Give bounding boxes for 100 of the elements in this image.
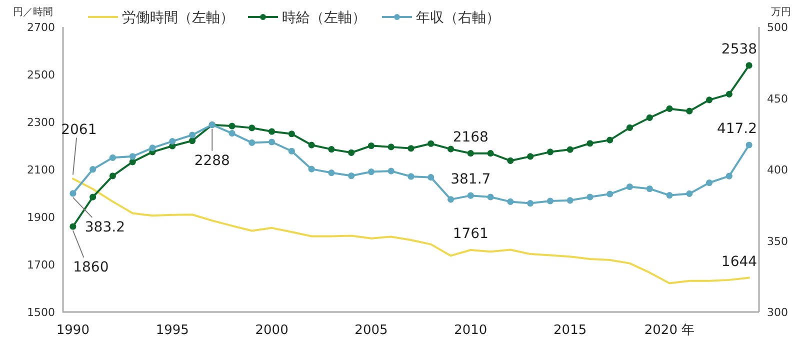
data-label: 1860 bbox=[73, 260, 109, 276]
point bbox=[686, 190, 693, 198]
point bbox=[188, 137, 196, 144]
point bbox=[467, 150, 474, 157]
point bbox=[308, 142, 315, 148]
point bbox=[586, 194, 594, 200]
point bbox=[90, 194, 96, 200]
point bbox=[726, 172, 732, 180]
data-label: 417.2 bbox=[716, 120, 758, 137]
y-tick-label: 1900 bbox=[27, 211, 55, 224]
point bbox=[228, 130, 236, 137]
legend-label: 年収（右軸） bbox=[416, 10, 500, 26]
y-tick-label: 1700 bbox=[27, 258, 55, 272]
y2-tick-label: 500 bbox=[767, 21, 788, 34]
point bbox=[248, 124, 256, 132]
data-label: 2061 bbox=[61, 122, 97, 138]
point bbox=[149, 144, 156, 152]
point bbox=[90, 166, 96, 173]
point bbox=[447, 146, 454, 152]
point bbox=[606, 190, 614, 198]
x-tick-label: 2015 bbox=[554, 323, 587, 338]
legend-label: 時給（左軸） bbox=[282, 10, 366, 26]
point bbox=[408, 145, 414, 152]
point bbox=[726, 90, 732, 98]
data-label: 2288 bbox=[194, 152, 230, 169]
y-axis-title: 円／時間 bbox=[13, 6, 53, 18]
x-tick-label: 1990 bbox=[56, 323, 90, 338]
point bbox=[487, 150, 494, 157]
point bbox=[388, 144, 394, 150]
point bbox=[746, 62, 752, 69]
data-label: 1644 bbox=[721, 254, 758, 270]
point bbox=[129, 153, 136, 160]
y2-tick-label: 450 bbox=[767, 92, 788, 106]
y-tick-label: 2500 bbox=[27, 68, 55, 82]
legend-label: 労働時間（左軸） bbox=[122, 10, 234, 26]
point bbox=[527, 153, 534, 160]
point bbox=[328, 146, 335, 153]
point bbox=[109, 154, 116, 161]
y-tick-label: 2300 bbox=[27, 116, 55, 129]
point bbox=[248, 139, 256, 146]
point bbox=[348, 172, 355, 180]
point bbox=[428, 174, 434, 181]
point bbox=[546, 148, 554, 156]
point bbox=[129, 158, 136, 166]
point bbox=[487, 194, 494, 200]
point bbox=[646, 114, 653, 122]
data-label: 2168 bbox=[452, 129, 488, 146]
point bbox=[626, 183, 634, 190]
x-tick-label: 2020 年 bbox=[644, 323, 695, 338]
point bbox=[507, 157, 514, 164]
point bbox=[228, 122, 236, 130]
data-label: 2538 bbox=[721, 41, 758, 58]
point bbox=[447, 196, 454, 203]
y-tick-label: 2100 bbox=[27, 164, 55, 176]
data-label: 383.2 bbox=[84, 219, 125, 236]
data-label: 1761 bbox=[452, 226, 488, 242]
y-tick-label: 2700 bbox=[27, 21, 55, 34]
point bbox=[268, 138, 276, 146]
y2-tick-label: 350 bbox=[767, 234, 788, 248]
point bbox=[188, 132, 196, 138]
point bbox=[706, 179, 713, 186]
point bbox=[288, 130, 295, 138]
data-label: 381.7 bbox=[450, 172, 491, 188]
point bbox=[368, 168, 375, 176]
point bbox=[646, 185, 653, 192]
point bbox=[706, 96, 713, 104]
y-tick-label: 1500 bbox=[27, 306, 55, 319]
point bbox=[368, 142, 375, 150]
y2-tick-label: 300 bbox=[767, 306, 788, 319]
point bbox=[666, 105, 673, 112]
point bbox=[586, 140, 594, 147]
point bbox=[169, 138, 176, 145]
x-tick-label: 2010 bbox=[454, 323, 488, 338]
point bbox=[507, 198, 514, 206]
point bbox=[566, 197, 574, 204]
y2-tick-label: 400 bbox=[767, 164, 788, 176]
point bbox=[626, 124, 634, 131]
point bbox=[566, 146, 574, 153]
point bbox=[606, 136, 614, 144]
x-tick-label: 2000 bbox=[255, 323, 288, 338]
point bbox=[268, 128, 276, 135]
y2-axis-title: 万円 bbox=[771, 7, 791, 18]
point bbox=[70, 223, 76, 230]
point bbox=[388, 168, 394, 174]
x-tick-label: 1995 bbox=[156, 323, 189, 338]
point bbox=[70, 190, 76, 197]
point bbox=[746, 142, 752, 148]
point bbox=[308, 166, 315, 172]
point bbox=[288, 148, 295, 154]
point bbox=[686, 108, 693, 114]
point bbox=[348, 149, 355, 156]
x-tick-label: 2005 bbox=[354, 323, 388, 338]
point bbox=[467, 192, 474, 199]
point bbox=[546, 198, 554, 204]
point bbox=[428, 140, 434, 147]
point bbox=[408, 173, 414, 180]
point bbox=[527, 200, 534, 207]
point bbox=[328, 169, 335, 176]
point bbox=[109, 172, 116, 180]
point bbox=[666, 192, 673, 199]
